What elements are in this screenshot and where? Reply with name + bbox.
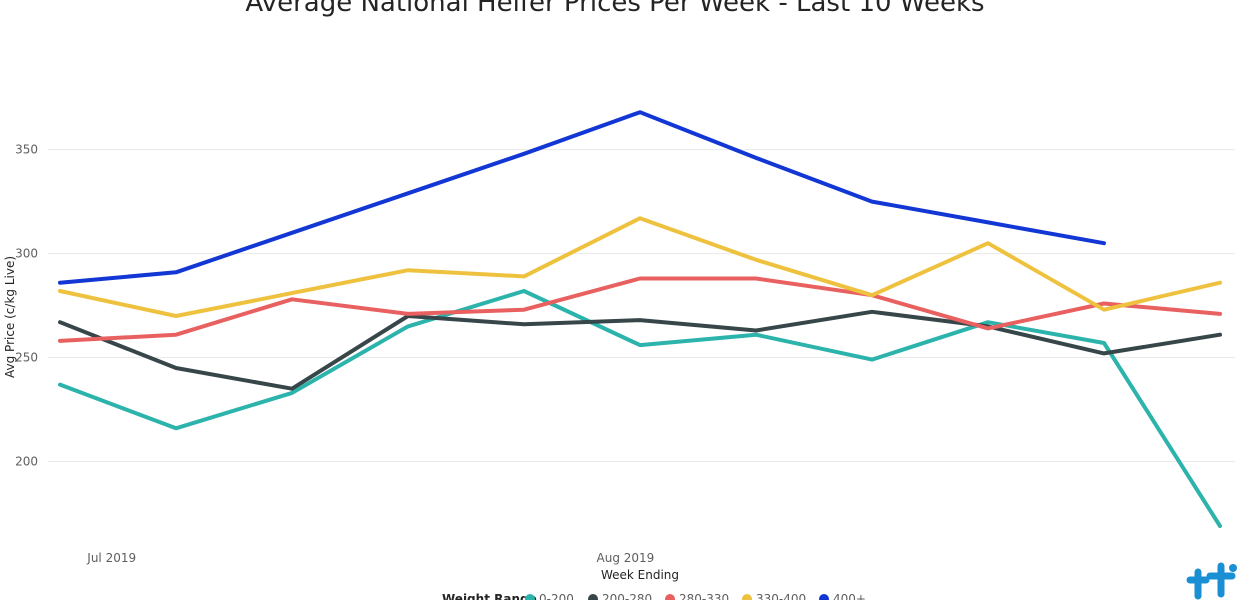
x-axis-title: Week Ending — [601, 568, 679, 582]
y-tick-label: 350 — [15, 143, 38, 157]
legend-entry[interactable]: 280-330 — [679, 592, 729, 600]
series-line-0-200[interactable] — [58, 289, 1222, 528]
legend-entry[interactable]: 0-200 — [539, 592, 574, 600]
x-tick-label: Aug 2019 — [597, 551, 655, 565]
legend-title: Weight Range — [442, 592, 537, 600]
y-tick-label: 250 — [15, 351, 38, 365]
brand-logo-icon — [1186, 562, 1237, 600]
legend-marker — [742, 594, 752, 600]
legend-marker — [665, 594, 675, 600]
legend-entry[interactable]: 330-400 — [756, 592, 806, 600]
legend-marker — [588, 594, 598, 600]
y-tick-label: 300 — [15, 247, 38, 261]
chart-title: Average National Heifer Prices Per Week … — [245, 0, 985, 18]
legend[interactable]: Weight Range 0-200 200-280 280-330 330-400 40… — [442, 592, 866, 600]
gridlines — [48, 149, 1235, 463]
series-line-330-400[interactable] — [58, 216, 1222, 318]
legend-entry[interactable]: 400+ — [833, 592, 866, 600]
legend-entry[interactable]: 200-280 — [602, 592, 652, 600]
x-tick-label: Jul 2019 — [86, 551, 136, 565]
y-axis-ticks: 200 250 300 350 — [15, 143, 38, 469]
legend-marker — [525, 594, 535, 600]
series-line-200-280[interactable] — [58, 309, 1222, 391]
series-line-400+[interactable] — [58, 110, 1106, 285]
x-axis-ticks: Jul 2019 Aug 2019 — [86, 551, 654, 565]
y-tick-label: 200 — [15, 455, 38, 469]
series-line-280-330[interactable] — [58, 276, 1222, 343]
series-lines — [58, 110, 1222, 528]
y-axis-title: Avg Price (c/kg Live) — [3, 256, 17, 378]
legend-marker — [819, 594, 829, 600]
